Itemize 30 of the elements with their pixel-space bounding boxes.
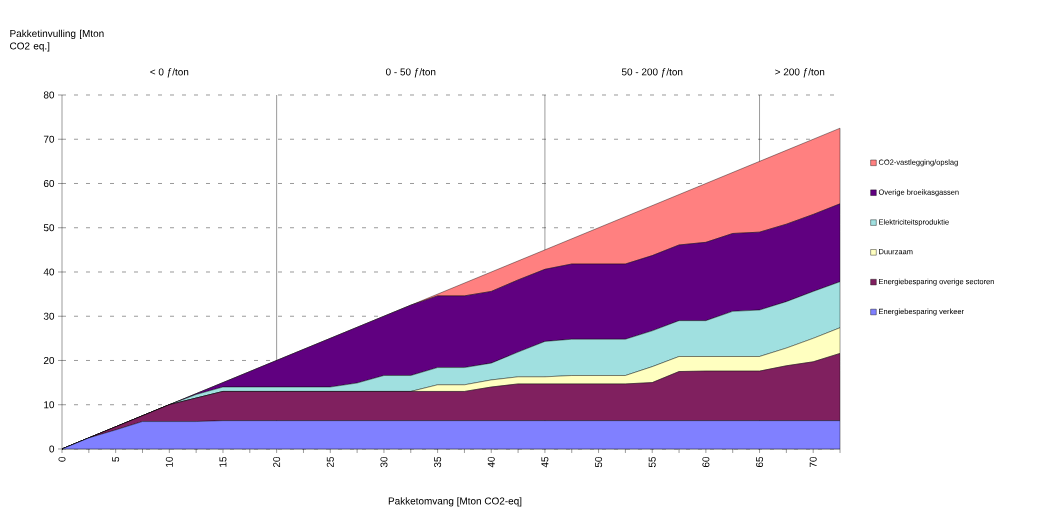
y-tick-label: 0 xyxy=(49,445,55,453)
y-tick-label: 50 xyxy=(43,224,55,232)
x-tick-label: 70 xyxy=(809,456,817,468)
y-tick-label: 30 xyxy=(43,312,55,320)
y-tick-label: 40 xyxy=(43,268,55,276)
x-tick-label: 30 xyxy=(380,456,388,468)
x-tick-label: 5 xyxy=(112,456,120,462)
x-tick-label: 35 xyxy=(434,456,442,468)
x-tick-label: 55 xyxy=(648,456,656,468)
y-tick-label: 80 xyxy=(43,91,55,99)
x-tick-label: 45 xyxy=(541,456,549,468)
x-tick-label: 15 xyxy=(219,456,227,467)
x-axis-title: Pakketomvang [Mton CO2-eq] xyxy=(388,497,522,507)
x-tick-label: 25 xyxy=(326,456,334,468)
x-tick-label: 65 xyxy=(756,456,764,468)
x-tick-label: 40 xyxy=(487,456,495,468)
x-tick-label: 60 xyxy=(702,456,710,468)
y-axis-title: Pakketinvulling [Mton CO2 eq.] xyxy=(10,29,104,52)
x-tick-label: 10 xyxy=(165,456,173,467)
text: > 200 ƒ/ton xyxy=(775,68,825,78)
x-tick-label: 20 xyxy=(273,456,281,468)
y-tick-label: 60 xyxy=(43,179,55,188)
x-tick-label: 0 xyxy=(58,456,66,462)
text: < 0 ƒ/ton xyxy=(150,68,189,78)
text: 50 - 200 ƒ/ton xyxy=(621,68,683,78)
text: 0 - 50 ƒ/ton xyxy=(385,68,436,78)
y-tick-label: 70 xyxy=(43,135,55,143)
x-tick-label: 50 xyxy=(595,456,603,468)
y-tick-label: 10 xyxy=(44,401,55,409)
y-tick-label: 20 xyxy=(43,356,55,365)
